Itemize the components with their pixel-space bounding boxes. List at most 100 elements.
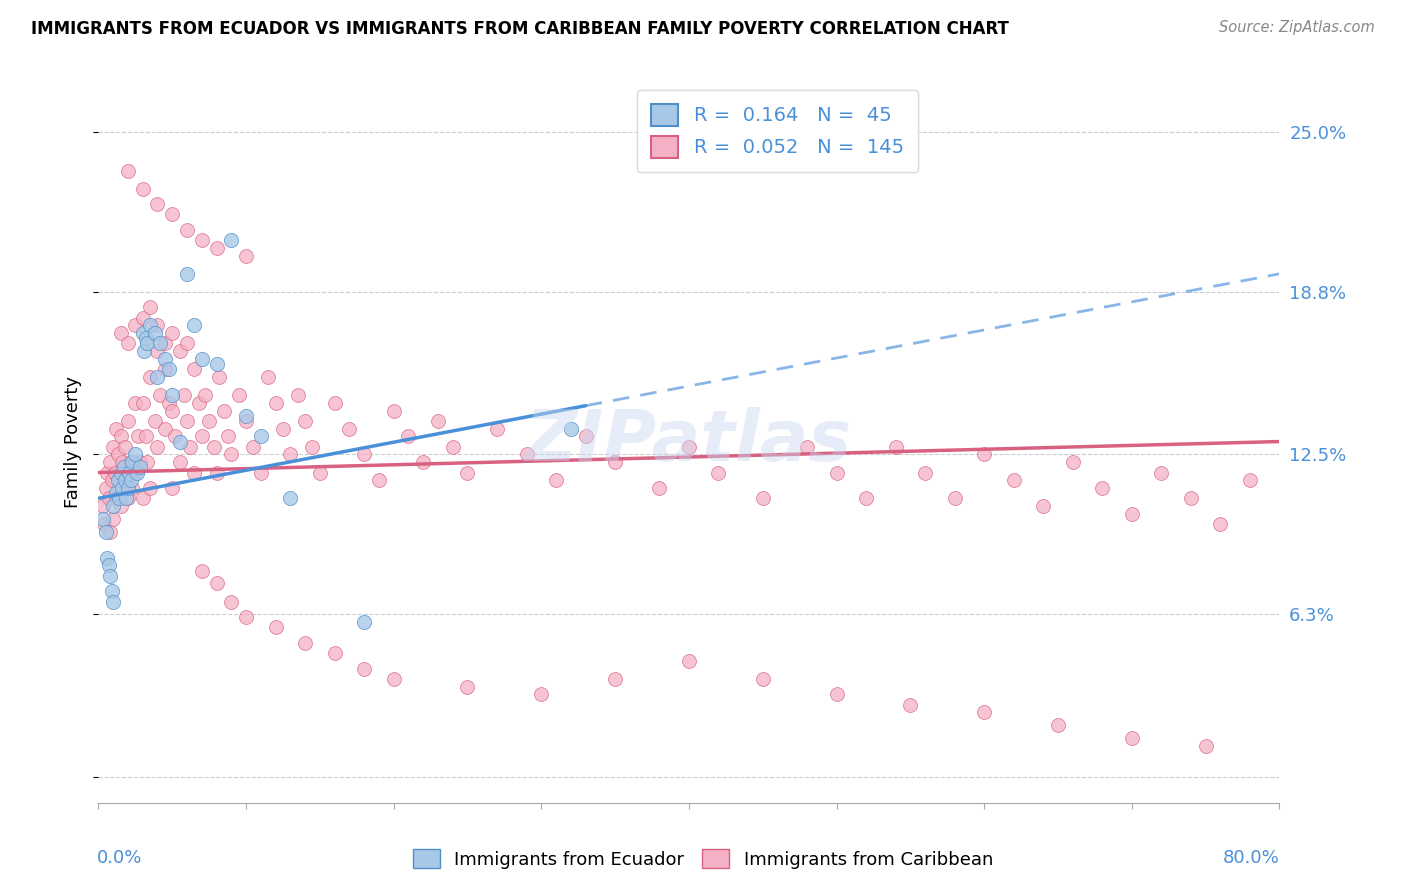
Point bbox=[250, 466, 273, 480]
Legend: R =  0.164   N =  45, R =  0.052   N =  145: R = 0.164 N = 45, R = 0.052 N = 145 bbox=[637, 90, 918, 172]
Point bbox=[678, 654, 700, 668]
Point bbox=[157, 396, 180, 410]
Point bbox=[353, 447, 375, 461]
Point bbox=[973, 447, 995, 461]
Point bbox=[165, 429, 187, 443]
Point bbox=[191, 351, 214, 366]
Point bbox=[139, 318, 162, 333]
Point bbox=[107, 447, 129, 461]
Point bbox=[900, 698, 922, 712]
Point bbox=[1091, 481, 1114, 495]
Point bbox=[1209, 517, 1232, 532]
Point bbox=[120, 455, 142, 469]
Point bbox=[412, 455, 434, 469]
Point bbox=[169, 434, 191, 449]
Point bbox=[104, 466, 127, 480]
Point bbox=[257, 370, 280, 384]
Point bbox=[486, 422, 509, 436]
Point bbox=[139, 370, 162, 384]
Point bbox=[382, 403, 405, 417]
Point bbox=[115, 491, 138, 506]
Point bbox=[108, 473, 131, 487]
Point bbox=[294, 414, 316, 428]
Point bbox=[1121, 507, 1143, 521]
Point bbox=[127, 429, 149, 443]
Point bbox=[368, 473, 391, 487]
Point bbox=[108, 491, 131, 506]
Point bbox=[132, 396, 155, 410]
Point bbox=[110, 499, 132, 513]
Point bbox=[914, 466, 936, 480]
Point bbox=[183, 362, 205, 376]
Point bbox=[118, 466, 141, 480]
Point bbox=[110, 466, 132, 480]
Point bbox=[1062, 455, 1084, 469]
Point bbox=[105, 486, 128, 500]
Point bbox=[132, 491, 155, 506]
Point bbox=[128, 460, 150, 475]
Point bbox=[191, 564, 214, 578]
Point bbox=[280, 491, 302, 506]
Point bbox=[162, 326, 183, 341]
Point bbox=[825, 687, 848, 701]
Point bbox=[97, 558, 120, 573]
Point bbox=[105, 422, 128, 436]
Point bbox=[235, 414, 257, 428]
Point bbox=[1195, 739, 1218, 753]
Point bbox=[153, 336, 176, 351]
Point bbox=[149, 388, 172, 402]
Point bbox=[250, 429, 273, 443]
Point bbox=[398, 429, 420, 443]
Point bbox=[235, 610, 257, 624]
Point bbox=[91, 512, 114, 526]
Point bbox=[139, 481, 162, 495]
Point bbox=[162, 207, 183, 221]
Point bbox=[146, 318, 169, 333]
Point bbox=[353, 662, 375, 676]
Point bbox=[221, 594, 243, 608]
Point bbox=[825, 466, 848, 480]
Point bbox=[115, 466, 138, 480]
Point bbox=[575, 429, 598, 443]
Point bbox=[94, 524, 117, 539]
Point bbox=[1032, 499, 1054, 513]
Point bbox=[111, 455, 134, 469]
Legend: Immigrants from Ecuador, Immigrants from Caribbean: Immigrants from Ecuador, Immigrants from… bbox=[405, 842, 1001, 876]
Y-axis label: Family Poverty: Family Poverty bbox=[65, 376, 83, 508]
Point bbox=[94, 481, 117, 495]
Text: Source: ZipAtlas.com: Source: ZipAtlas.com bbox=[1219, 20, 1375, 35]
Text: IMMIGRANTS FROM ECUADOR VS IMMIGRANTS FROM CARIBBEAN FAMILY POVERTY CORRELATION : IMMIGRANTS FROM ECUADOR VS IMMIGRANTS FR… bbox=[31, 20, 1010, 37]
Point bbox=[179, 440, 201, 454]
Point bbox=[323, 646, 346, 660]
Point bbox=[124, 396, 146, 410]
Point bbox=[124, 447, 146, 461]
Point bbox=[110, 429, 132, 443]
Point bbox=[103, 440, 125, 454]
Point bbox=[117, 414, 139, 428]
Point bbox=[752, 491, 775, 506]
Point bbox=[309, 466, 332, 480]
Point bbox=[187, 396, 209, 410]
Point bbox=[752, 672, 775, 686]
Point bbox=[146, 344, 169, 359]
Point bbox=[169, 344, 191, 359]
Point bbox=[153, 362, 176, 376]
Point bbox=[457, 466, 479, 480]
Point bbox=[943, 491, 966, 506]
Point bbox=[516, 447, 538, 461]
Point bbox=[855, 491, 877, 506]
Point bbox=[128, 455, 150, 469]
Point bbox=[280, 447, 302, 461]
Point bbox=[100, 584, 122, 599]
Point bbox=[162, 388, 183, 402]
Point bbox=[1002, 473, 1025, 487]
Point bbox=[235, 249, 257, 263]
Point bbox=[194, 388, 217, 402]
Point bbox=[176, 223, 198, 237]
Point bbox=[205, 241, 228, 255]
Point bbox=[103, 594, 125, 608]
Point bbox=[605, 455, 627, 469]
Point bbox=[1121, 731, 1143, 746]
Point bbox=[157, 362, 180, 376]
Point bbox=[120, 473, 142, 487]
